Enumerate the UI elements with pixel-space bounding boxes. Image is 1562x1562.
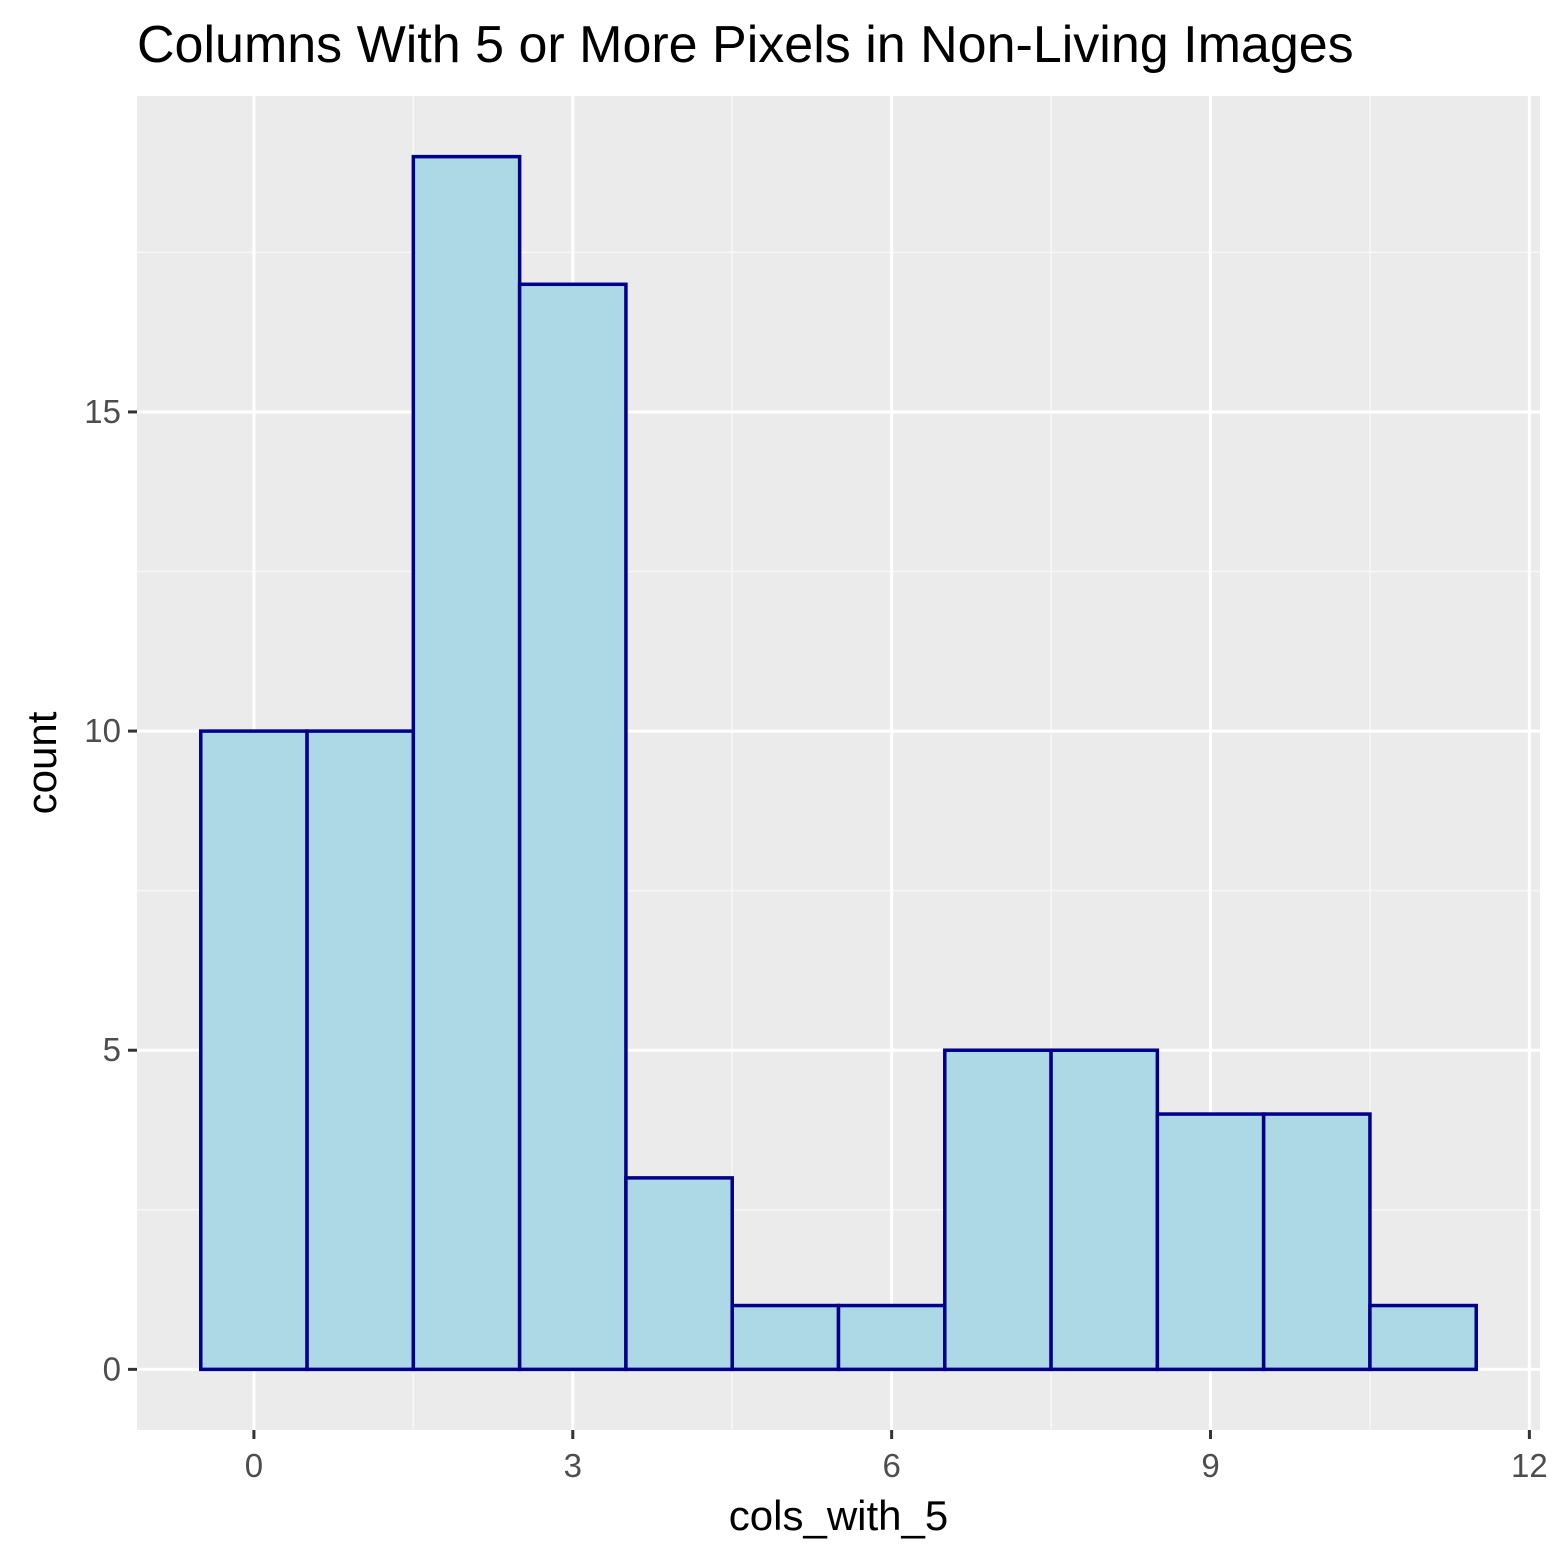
histogram-bars: [199, 154, 1478, 1372]
x-tick-label: 9: [1201, 1447, 1219, 1484]
histogram-bar: [624, 1176, 734, 1372]
histogram-bar: [1368, 1303, 1478, 1372]
x-tick-label: 0: [245, 1447, 263, 1484]
histogram-bar: [305, 729, 416, 1372]
histogram-bar: [836, 1303, 947, 1372]
x-axis-label: cols_with_5: [729, 1492, 948, 1539]
histogram-bar: [517, 282, 628, 1372]
histogram-bar: [199, 729, 309, 1372]
histogram-bar: [730, 1303, 841, 1372]
x-tick-label: 3: [564, 1447, 582, 1484]
histogram-bar: [943, 1048, 1053, 1372]
histogram-bar: [1049, 1048, 1160, 1372]
y-tick-label: 0: [103, 1350, 121, 1387]
x-tick-label: 12: [1511, 1447, 1548, 1484]
histogram-bar: [1155, 1112, 1266, 1372]
y-tick-label: 10: [84, 712, 121, 749]
y-axis-label: count: [18, 711, 65, 814]
x-tick-label: 6: [882, 1447, 900, 1484]
y-axis: 0 5 10 15: [84, 393, 137, 1387]
histogram-bar: [411, 154, 522, 1372]
histogram-bar: [1261, 1112, 1372, 1372]
x-axis: 0 3 6 9 12: [245, 1430, 1548, 1484]
chart-title: Columns With 5 or More Pixels in Non-Liv…: [137, 16, 1354, 74]
y-tick-label: 5: [103, 1031, 121, 1068]
y-tick-label: 15: [84, 393, 121, 430]
